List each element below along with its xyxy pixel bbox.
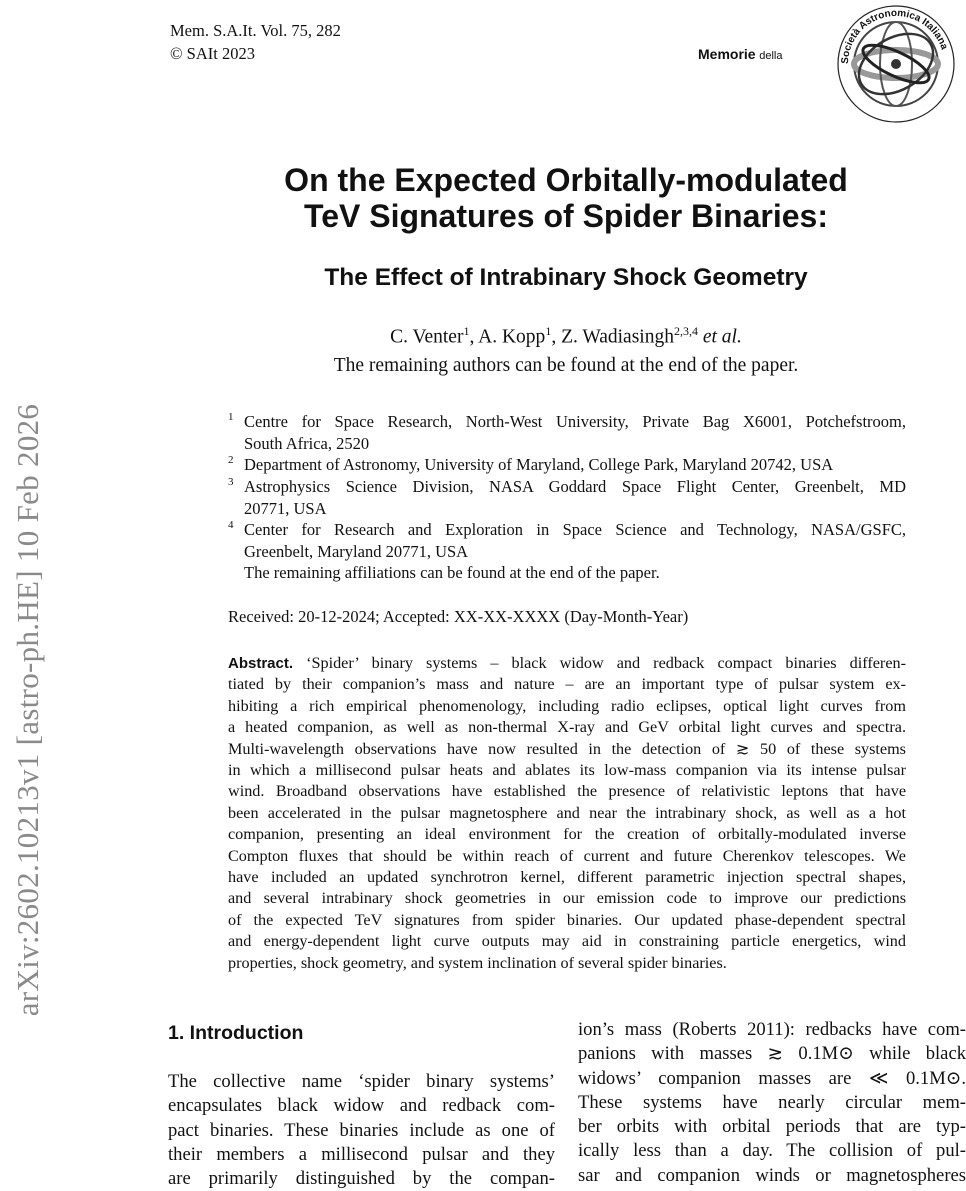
et-al: et al. — [702, 326, 742, 348]
della-label: della — [759, 50, 783, 62]
body-column-right: ion’s mass (Roberts 2011): redbacks have… — [578, 1018, 966, 1188]
abstract-text: a heated companion, as well as non-therm… — [228, 718, 906, 737]
arxiv-identifier-stamp: arXiv:2602.10213v1 [astro-ph.HE] 10 Feb … — [10, 403, 45, 1017]
abstract-line: in which a millisecond pulsar heats and … — [228, 760, 906, 781]
body-text-line: ber orbits with orbital periods that are… — [578, 1116, 966, 1138]
abstract-text: tiated by their companion’s mass and nat… — [228, 675, 906, 694]
body-text-line: ion’s mass (Roberts 2011): redbacks have… — [578, 1019, 966, 1040]
abstract-text: Multi-wavelength observations have now r… — [228, 739, 906, 758]
affiliation-line: Department of Astronomy, University of M… — [244, 455, 834, 474]
affiliation-number: 1 — [228, 411, 234, 423]
abstract-line: Abstract. ‘Spider’ binary systems – blac… — [228, 653, 906, 674]
abstract-text: properties, shock geometry, and system i… — [228, 953, 727, 972]
affiliation-line: Astrophysics Science Division, NASA Godd… — [244, 477, 906, 496]
abstract-line: Multi-wavelength observations have now r… — [228, 739, 906, 760]
abstract-line: and several intrabinary shock geometries… — [228, 888, 906, 909]
author: A. Kopp — [478, 326, 546, 348]
affiliation-mark: 1 — [545, 324, 552, 338]
author: C. Venter — [390, 326, 464, 348]
abstract-line: Compton fluxes that should be within rea… — [228, 846, 906, 867]
abstract-text: ‘Spider’ binary systems – black widow an… — [306, 654, 906, 672]
affiliation-line: Greenbelt, Maryland 20771, USA — [244, 541, 469, 561]
affiliation-line: South Africa, 2520 — [244, 433, 370, 453]
abstract-text: in which a millisecond pulsar heats and … — [228, 761, 906, 780]
affiliation: 1 Centre for Space Research, North-West U… — [228, 411, 906, 454]
affiliation: 2 Department of Astronomy, University of … — [228, 454, 906, 476]
abstract-text: of the expected TeV signatures from spid… — [228, 910, 906, 929]
author-list: C. Venter1, A. Kopp1, Z. Wadiasingh2,3,4… — [390, 324, 742, 348]
paper-subtitle: The Effect of Intrabinary Shock Geometry — [324, 264, 808, 291]
journal-name: Memorie della — [698, 46, 782, 62]
paper-title-line-2: TeV Signatures of Spider Binaries: — [304, 198, 828, 234]
abstract-line: been accelerated in the pulsar magnetosp… — [228, 803, 906, 824]
affiliation-line: Centre for Space Research, North-West Un… — [244, 412, 906, 431]
copyright-line: © SAIt 2023 — [170, 44, 255, 63]
affiliation: 3 Astrophysics Science Division, NASA God… — [228, 476, 906, 519]
abstract-text: wind. Broadband observations have establ… — [228, 782, 906, 801]
received-dates: Received: 20-12-2024; Accepted: XX-XX-XX… — [228, 607, 689, 626]
affiliation-mark: 2,3,4 — [673, 324, 698, 338]
body-text-line: are primarily distinguished by the compa… — [168, 1168, 555, 1190]
sait-logo-icon: Società Astronomica Italiana — [837, 5, 955, 123]
body-text-line: their members a millisecond pulsar and t… — [168, 1143, 555, 1165]
abstract-line: and energy-dependent light curve outputs… — [228, 931, 906, 952]
abstract-text: Compton fluxes that should be within rea… — [228, 846, 906, 865]
body-text-line: sar and companion winds or magnetosphere… — [578, 1164, 966, 1186]
paper-title-line-1: On the Expected Orbitally-modulated — [284, 162, 848, 198]
affiliation-number: 4 — [228, 519, 234, 531]
abstract: Abstract. ‘Spider’ binary systems – blac… — [228, 653, 906, 974]
body-text-line: ically less than a day. The collision of… — [578, 1140, 966, 1162]
abstract-text: and several intrabinary shock geometries… — [228, 889, 906, 908]
section-heading: 1. Introduction — [168, 1022, 304, 1044]
affiliation: 4 Center for Research and Exploration in … — [228, 519, 906, 584]
affiliation-line: 20771, USA — [244, 498, 327, 518]
body-text-line: The collective name ‘spider binary syste… — [168, 1071, 555, 1092]
abstract-line: a heated companion, as well as non-therm… — [228, 717, 906, 738]
remaining-authors-note: The remaining authors can be found at th… — [333, 355, 799, 376]
body-text-line: panions with masses ≳ 0.1M⊙ while black — [578, 1043, 966, 1065]
abstract-line: have included an updated synchrotron ker… — [228, 867, 906, 888]
affiliation-number: 3 — [228, 476, 234, 488]
abstract-line: hibiting a rich empirical phenomenology,… — [228, 696, 906, 717]
abstract-text: and energy-dependent light curve outputs… — [228, 932, 906, 951]
body-text-line: encapsulates black widow and redback com… — [168, 1095, 555, 1117]
affiliation-mark: 1 — [463, 324, 470, 338]
body-text-line: These systems have nearly circular mem- — [578, 1091, 966, 1113]
abstract-text: been accelerated in the pulsar magnetosp… — [228, 803, 906, 822]
body-text-line: widows’ companion masses are ≪ 0.1M⊙. — [578, 1067, 966, 1089]
abstract-label: Abstract. — [228, 655, 294, 672]
affiliation-number: 2 — [228, 454, 234, 466]
abstract-line: companion, presenting an ideal environme… — [228, 824, 906, 845]
abstract-line: properties, shock geometry, and system i… — [228, 953, 906, 974]
abstract-text: companion, presenting an ideal environme… — [228, 825, 906, 844]
author: Z. Wadiasingh — [561, 326, 674, 348]
memorie-label: Memorie — [698, 46, 756, 62]
affiliation-line: Center for Research and Exploration in S… — [244, 520, 906, 539]
abstract-line: tiated by their companion’s mass and nat… — [228, 674, 906, 695]
body-column-left: The collective name ‘spider binary syste… — [168, 1070, 555, 1191]
affiliation-line: The remaining affiliations can be found … — [244, 563, 660, 582]
abstract-line: of the expected TeV signatures from spid… — [228, 910, 906, 931]
body-text-line: pact binaries. These binaries include as… — [168, 1119, 555, 1141]
journal-citation: Mem. S.A.It. Vol. 75, 282 — [170, 21, 341, 40]
abstract-text: hibiting a rich empirical phenomenology,… — [228, 696, 906, 715]
abstract-line: wind. Broadband observations have establ… — [228, 781, 906, 802]
abstract-text: have included an updated synchrotron ker… — [228, 868, 906, 887]
